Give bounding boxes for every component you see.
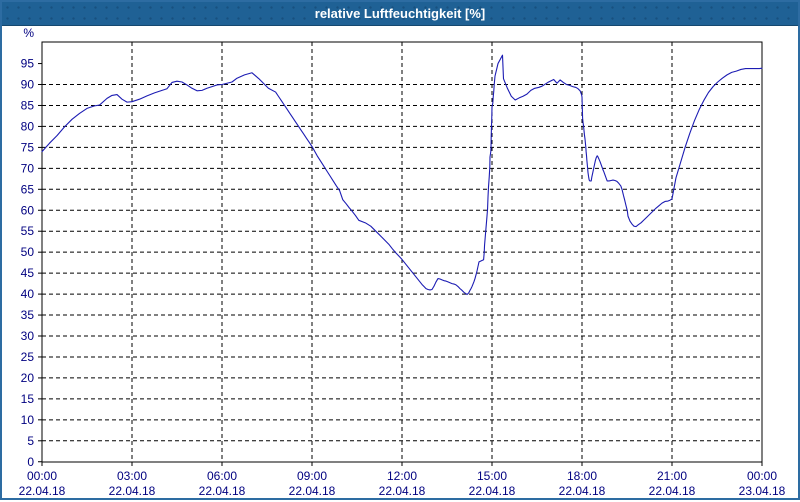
svg-text:45: 45: [21, 266, 35, 280]
svg-text:5: 5: [27, 434, 34, 448]
svg-text:40: 40: [21, 287, 35, 301]
svg-text:80: 80: [21, 119, 35, 133]
svg-text:15:00: 15:00: [477, 469, 507, 483]
svg-text:95: 95: [21, 57, 35, 71]
svg-text:22.04.18: 22.04.18: [469, 484, 516, 498]
svg-text:75: 75: [21, 140, 35, 154]
svg-text:09:00: 09:00: [297, 469, 327, 483]
svg-text:30: 30: [21, 329, 35, 343]
svg-text:10: 10: [21, 413, 35, 427]
svg-text:65: 65: [21, 182, 35, 196]
svg-text:20: 20: [21, 371, 35, 385]
svg-text:15: 15: [21, 392, 35, 406]
svg-text:55: 55: [21, 224, 35, 238]
svg-text:90: 90: [21, 78, 35, 92]
svg-text:00:00: 00:00: [747, 469, 777, 483]
svg-text:85: 85: [21, 98, 35, 112]
svg-text:0: 0: [27, 455, 34, 469]
svg-text:23.04.18: 23.04.18: [739, 484, 786, 498]
svg-text:22.04.18: 22.04.18: [109, 484, 156, 498]
svg-text:06:00: 06:00: [207, 469, 237, 483]
svg-text:%: %: [23, 26, 34, 40]
svg-text:22.04.18: 22.04.18: [559, 484, 606, 498]
svg-text:22.04.18: 22.04.18: [649, 484, 696, 498]
svg-text:03:00: 03:00: [117, 469, 147, 483]
svg-text:22.04.18: 22.04.18: [19, 484, 66, 498]
svg-text:50: 50: [21, 245, 35, 259]
svg-text:35: 35: [21, 308, 35, 322]
svg-text:25: 25: [21, 350, 35, 364]
svg-text:18:00: 18:00: [567, 469, 597, 483]
svg-text:60: 60: [21, 203, 35, 217]
svg-text:22.04.18: 22.04.18: [379, 484, 426, 498]
svg-text:70: 70: [21, 161, 35, 175]
svg-text:12:00: 12:00: [387, 469, 417, 483]
svg-text:21:00: 21:00: [657, 469, 687, 483]
svg-text:00:00: 00:00: [27, 469, 57, 483]
svg-text:22.04.18: 22.04.18: [199, 484, 246, 498]
svg-text:22.04.18: 22.04.18: [289, 484, 336, 498]
